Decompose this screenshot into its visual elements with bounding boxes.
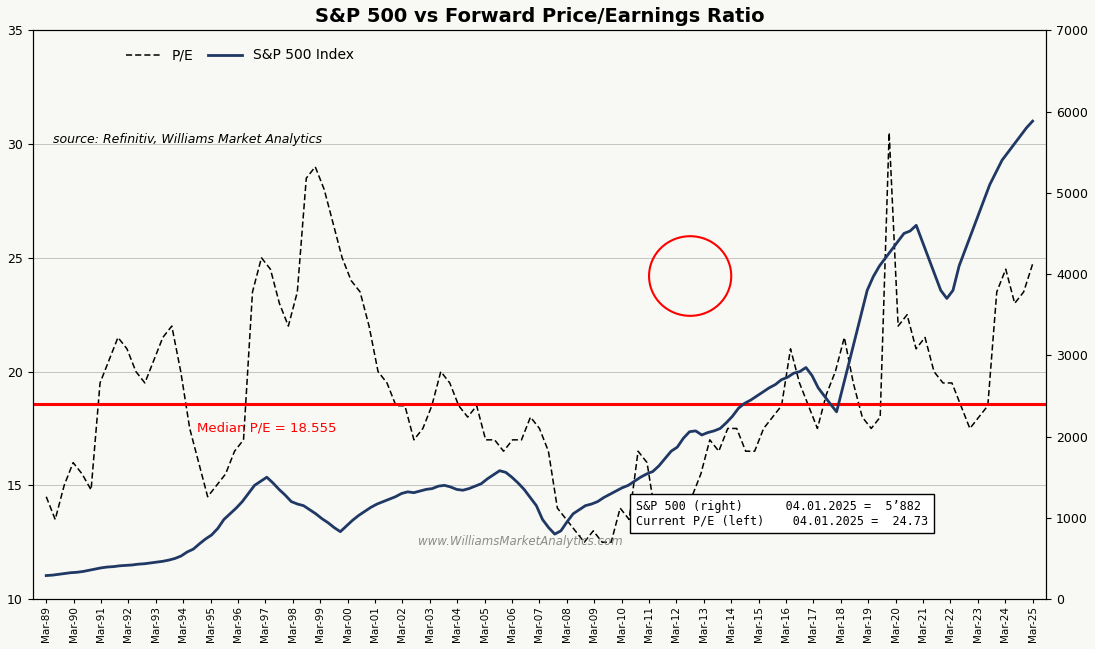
P/E xyxy=(39,493,53,500)
P/E xyxy=(1008,299,1022,307)
Line: S&P 500 Index: S&P 500 Index xyxy=(46,121,1033,576)
P/E xyxy=(623,515,636,523)
Text: source: Refinitiv, Williams Market Analytics: source: Refinitiv, Williams Market Analy… xyxy=(53,132,322,145)
S&P 500 Index xyxy=(39,572,53,580)
P/E xyxy=(578,538,591,546)
S&P 500 Index xyxy=(830,408,843,416)
S&P 500 Index xyxy=(1026,117,1039,125)
P/E xyxy=(1026,260,1039,268)
Text: S&P 500 (right)      04.01.2025 =  5’882
Current P/E (left)    04.01.2025 =  24.: S&P 500 (right) 04.01.2025 = 5’882 Curre… xyxy=(636,500,927,528)
Line: P/E: P/E xyxy=(46,132,1033,542)
S&P 500 Index xyxy=(126,561,139,569)
P/E xyxy=(407,436,420,444)
P/E xyxy=(883,129,896,136)
S&P 500 Index xyxy=(358,508,371,515)
Legend: P/E, S&P 500 Index: P/E, S&P 500 Index xyxy=(120,43,360,68)
Title: S&P 500 vs Forward Price/Earnings Ratio: S&P 500 vs Forward Price/Earnings Ratio xyxy=(314,7,764,26)
S&P 500 Index xyxy=(689,427,702,435)
P/E xyxy=(264,265,277,273)
Text: www.WilliamsMarketAnalytics.com: www.WilliamsMarketAnalytics.com xyxy=(418,535,623,548)
S&P 500 Index xyxy=(823,400,837,408)
S&P 500 Index xyxy=(365,504,378,511)
P/E xyxy=(291,288,304,296)
Text: Median P/E = 18.555: Median P/E = 18.555 xyxy=(197,422,336,435)
P/E xyxy=(497,447,510,455)
